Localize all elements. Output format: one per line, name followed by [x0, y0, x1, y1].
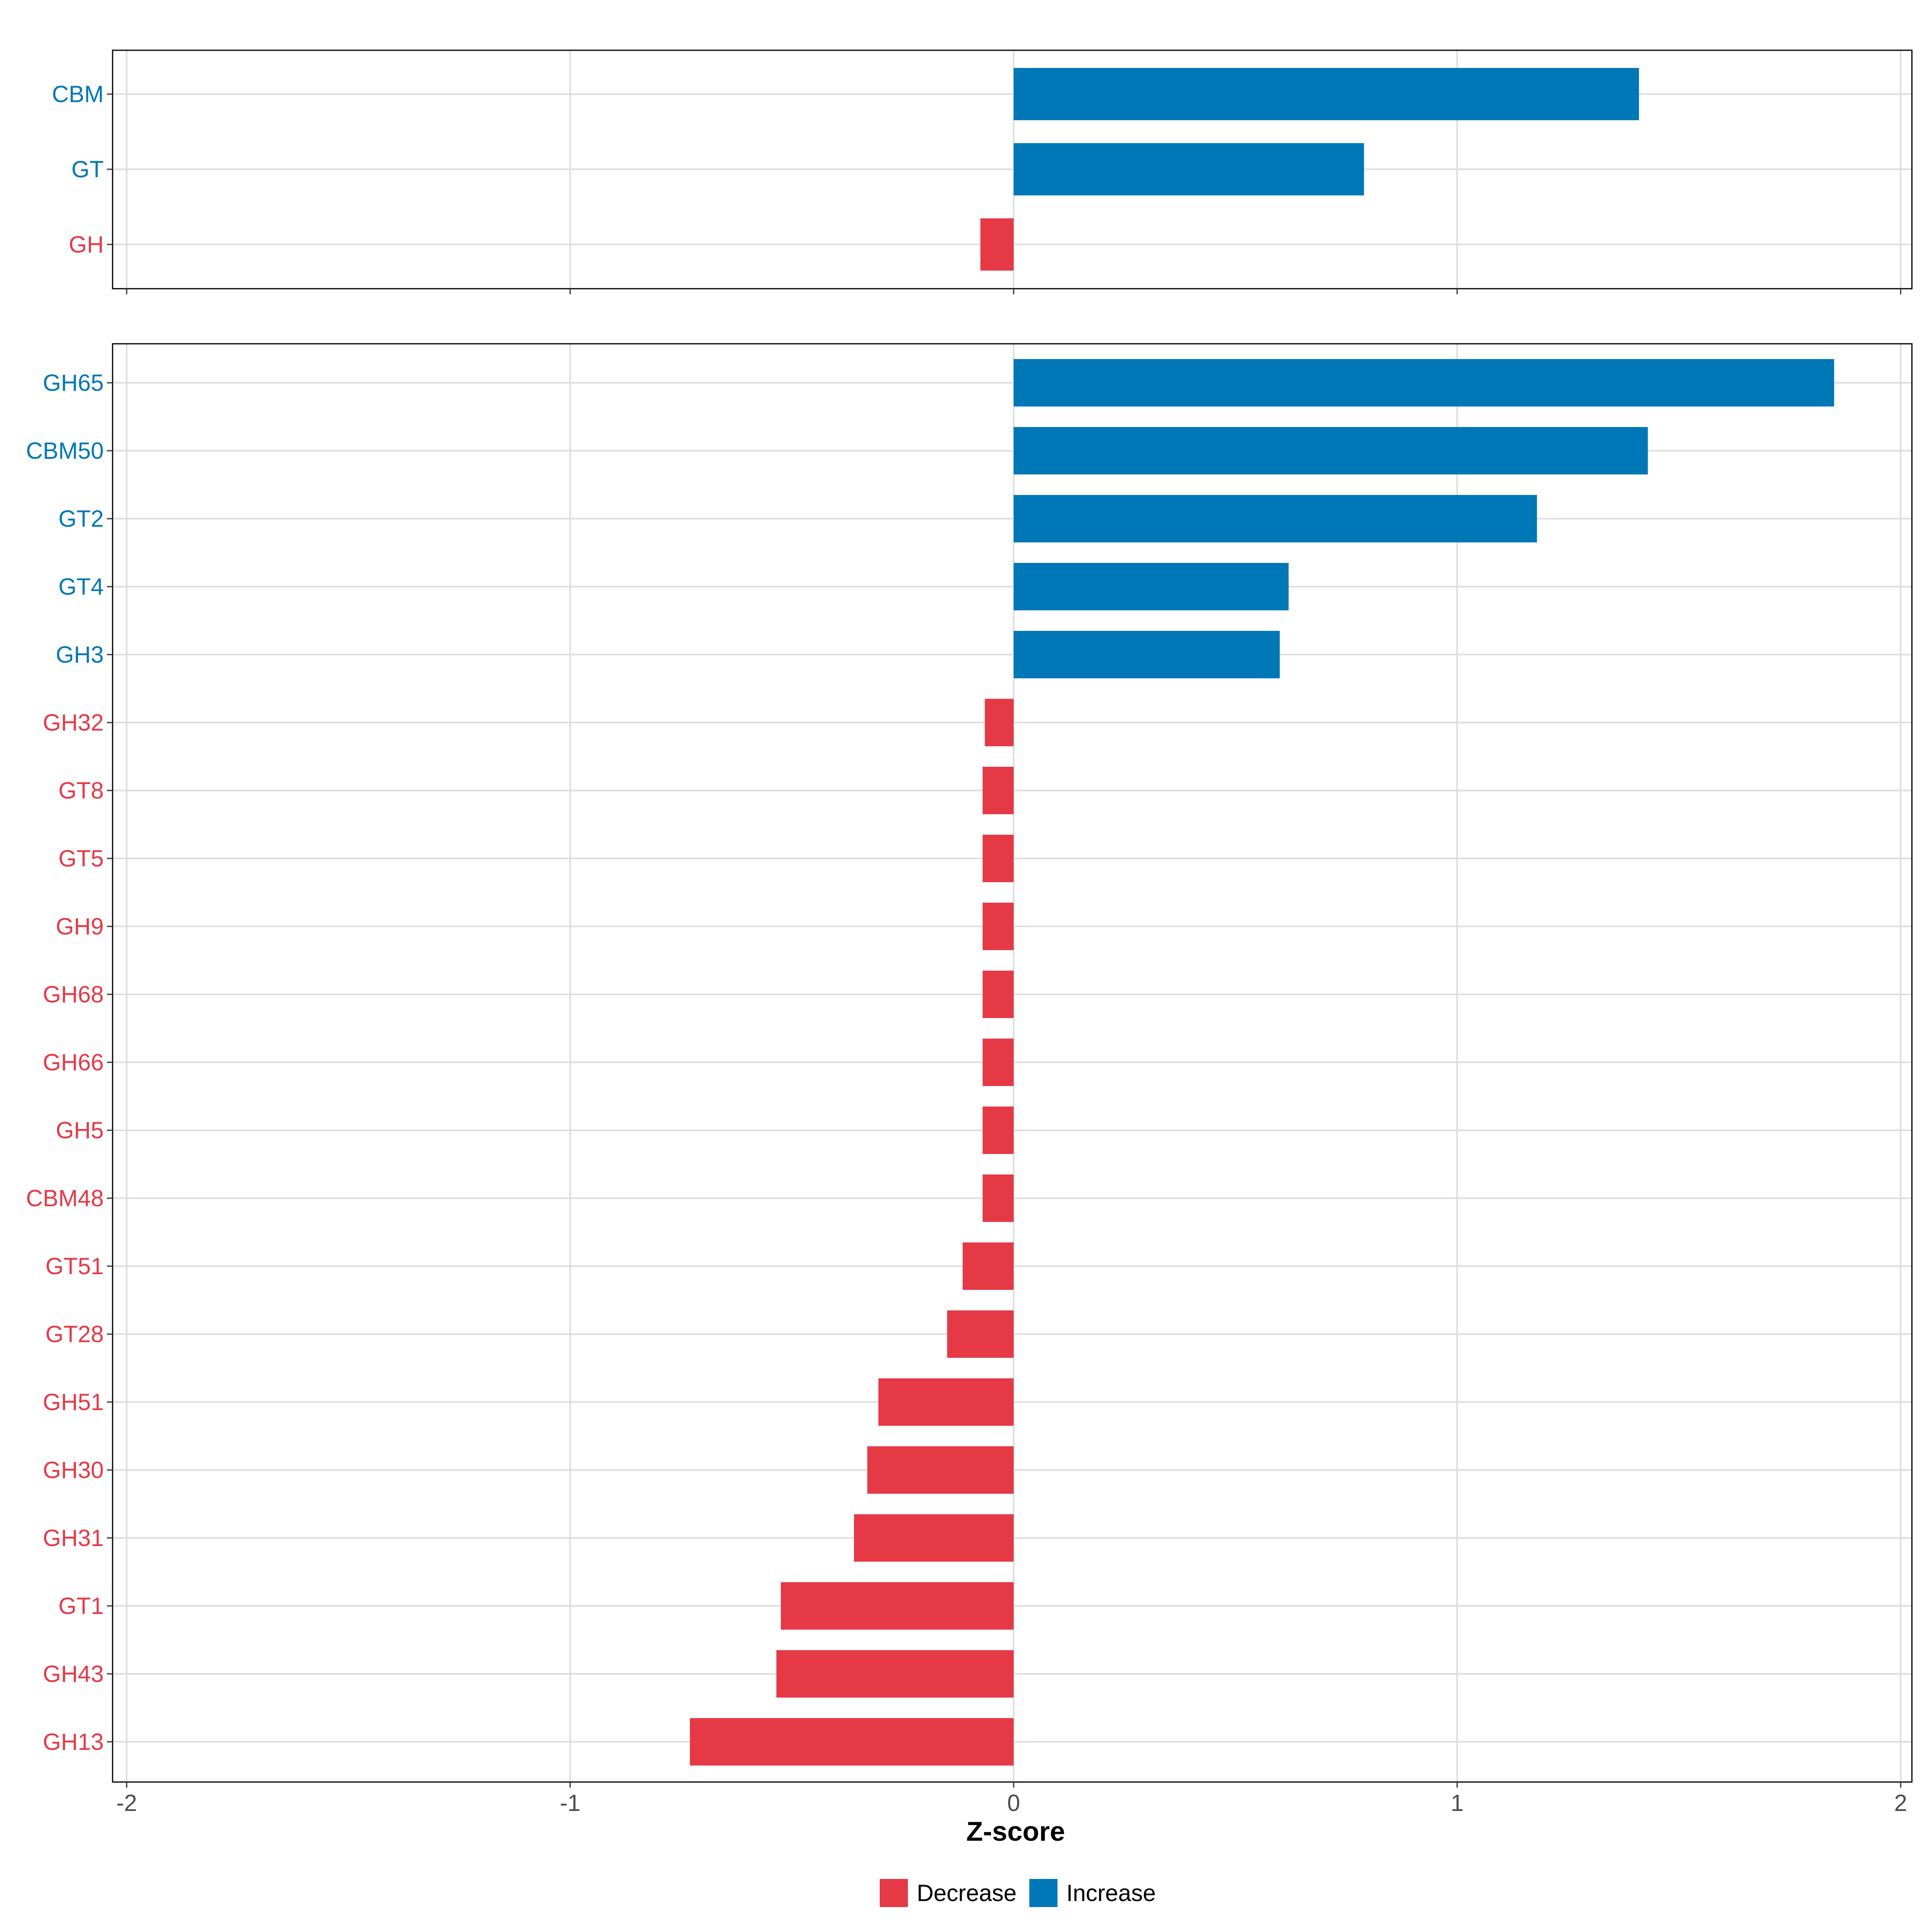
y-tick-label-gh31: GH31: [43, 1525, 104, 1551]
y-tick-label-gh43: GH43: [43, 1661, 104, 1687]
y-tick-label-gh32: GH32: [43, 710, 104, 736]
bar-gh3: [1014, 631, 1280, 678]
y-tick-label-gh30: GH30: [43, 1457, 104, 1483]
y-tick-label-gt2: GT2: [58, 506, 104, 532]
bottom-panel: GH65 CBM50 GT2 GT4 GH3 GH32 GT8 GT5 GH9 GH68 GH66 G…: [26, 343, 1913, 1816]
y-tick-label-gt8: GT8: [58, 778, 104, 804]
y-tick-label-gh5: GH5: [56, 1117, 104, 1144]
bar-gh31: [854, 1514, 1014, 1562]
y-tick-label-gh: GH: [69, 232, 104, 258]
y-tick-label-gh9: GH9: [56, 914, 104, 940]
bar-gt51: [963, 1242, 1014, 1290]
x-tick-label: 1: [1451, 1790, 1464, 1816]
bar-gh43: [776, 1650, 1014, 1698]
bar-gh5: [982, 1107, 1014, 1154]
y-tick-label-cbm48: CBM48: [26, 1185, 104, 1211]
bar-gh51: [878, 1378, 1014, 1426]
bar-gt28: [947, 1310, 1014, 1358]
y-tick-label-gt28: GT28: [45, 1321, 104, 1347]
bar-gh68: [982, 971, 1014, 1018]
bar-gt2: [1014, 495, 1537, 542]
bar-gh65: [1014, 359, 1834, 407]
bar-gh: [980, 218, 1014, 271]
bar-gt5: [982, 835, 1014, 882]
x-axis-label: Z-score: [966, 1816, 1065, 1847]
legend: Decrease Increase: [880, 1879, 1156, 1907]
y-tick-label-cbm: CBM: [52, 81, 104, 107]
y-tick-label-gh68: GH68: [43, 981, 104, 1008]
bar-gh13: [690, 1718, 1014, 1766]
top-panel: CBM GT GH: [52, 49, 1913, 294]
y-tick-label-gt: GT: [71, 156, 104, 183]
bar-cbm50: [1014, 427, 1648, 474]
y-tick-label-gt51: GT51: [45, 1253, 104, 1279]
bar-gt1: [780, 1582, 1014, 1630]
x-tick-label: -1: [560, 1790, 581, 1816]
bar-cbm48: [982, 1174, 1014, 1222]
bar-cbm: [1014, 68, 1639, 120]
bar-gt8: [982, 767, 1014, 814]
y-tick-label-gh66: GH66: [43, 1049, 104, 1076]
y-tick-label-gh13: GH13: [43, 1729, 104, 1755]
bar-gh9: [982, 903, 1014, 950]
y-tick-label-gt4: GT4: [58, 574, 104, 600]
bar-gt4: [1014, 563, 1289, 610]
bar-gh32: [985, 699, 1014, 746]
y-tick-label-gh51: GH51: [43, 1389, 104, 1415]
bar-gt: [1014, 143, 1364, 195]
x-tick-label: -2: [116, 1790, 137, 1816]
bar-gh66: [982, 1039, 1014, 1086]
legend-key-decrease: [880, 1879, 908, 1907]
x-tick-label: 0: [1007, 1790, 1020, 1816]
legend-label-increase: Increase: [1066, 1880, 1156, 1906]
x-tick-label: 2: [1894, 1790, 1907, 1816]
legend-label-decrease: Decrease: [917, 1880, 1016, 1906]
legend-key-increase: [1029, 1879, 1057, 1907]
y-tick-label-gh65: GH65: [43, 370, 104, 396]
y-tick-label-gh3: GH3: [56, 642, 104, 668]
y-tick-label-gt1: GT1: [58, 1593, 104, 1619]
bar-gh30: [867, 1446, 1014, 1494]
y-tick-label-gt5: GT5: [58, 846, 104, 872]
y-tick-label-cbm50: CBM50: [26, 438, 104, 464]
